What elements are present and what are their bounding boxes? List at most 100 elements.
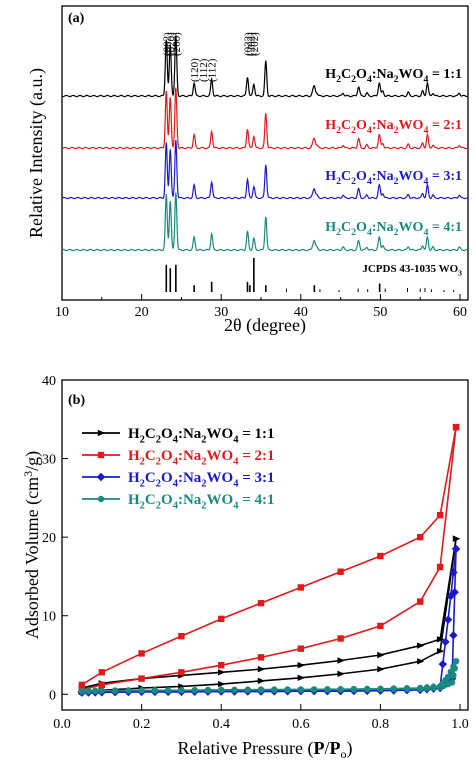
data-marker	[441, 637, 450, 647]
legend-label: H2C2O4:Na2WO4 = 3:1	[128, 470, 275, 490]
data-marker	[417, 642, 425, 649]
data-marker	[337, 670, 345, 678]
peak-label: (112)	[198, 58, 210, 82]
data-marker	[417, 598, 424, 605]
y-tick-label: 30	[42, 453, 56, 468]
data-marker	[436, 636, 445, 643]
panel-a-y-axis-title: Relative Intensity (a.u.)	[26, 68, 47, 238]
data-marker	[452, 423, 460, 431]
x-tick-label: 0.4	[212, 717, 230, 732]
data-marker	[337, 685, 344, 693]
data-marker	[244, 686, 251, 693]
data-marker	[218, 662, 225, 669]
peak-label: (002)	[161, 32, 173, 56]
panel-a-frame	[61, 5, 469, 301]
data-marker	[98, 669, 106, 676]
data-marker	[97, 495, 105, 503]
y-tick-label: 40	[42, 374, 56, 389]
data-marker	[452, 535, 461, 542]
legend-label: H2C2O4:Na2WO4 = 1:1	[128, 426, 275, 446]
isotherm-line	[81, 548, 457, 694]
data-marker	[257, 686, 265, 693]
panel-b-x-axis-title: Relative Pressure (P/Po)	[178, 738, 353, 761]
data-marker	[417, 684, 424, 692]
data-marker	[151, 687, 159, 694]
isotherm-line	[81, 548, 457, 693]
xrd-trace	[61, 87, 469, 150]
data-marker	[297, 645, 305, 652]
panel-a-label: (a)	[68, 11, 85, 26]
panel-b-label: (b)	[68, 393, 85, 408]
peak-label: (202)	[249, 32, 261, 56]
data-marker	[257, 599, 265, 607]
series-label: H2C2O4:Na2WO4 = 1:1	[325, 67, 462, 85]
data-marker	[448, 679, 456, 686]
data-marker	[231, 686, 238, 694]
x-tick-label: 0.6	[292, 717, 310, 732]
data-marker	[403, 685, 411, 692]
data-marker	[271, 686, 278, 693]
isotherm-line	[81, 427, 457, 691]
x-tick-label: 20	[135, 305, 149, 320]
data-marker	[138, 650, 145, 657]
series-label: H2C2O4:Na2WO4 = 2:1	[325, 118, 462, 136]
y-tick-label: 0	[49, 688, 56, 703]
data-marker	[85, 687, 92, 695]
data-marker	[97, 451, 105, 459]
panel-b-axis-ticks: 0.0 0.2 0.4 0.6 0.8 1.0 0 10 20 30 40	[42, 374, 469, 732]
panel-b-series	[77, 423, 461, 697]
peak-label: (2̄02)	[246, 32, 258, 56]
data-marker	[297, 674, 306, 681]
data-marker	[363, 685, 371, 693]
data-marker	[377, 651, 385, 659]
data-marker	[164, 687, 172, 694]
panel-a-series-labels: H2C2O4:Na2WO4 = 1:1 H2C2O4:Na2WO4 = 2:1 H2…	[325, 67, 462, 238]
isotherm-series	[78, 535, 461, 696]
legend-label: H2C2O4:Na2WO4 = 4:1	[128, 492, 275, 512]
data-marker	[178, 687, 185, 694]
data-marker	[417, 658, 425, 665]
data-marker	[449, 568, 458, 577]
data-marker	[377, 665, 385, 673]
data-marker	[218, 669, 226, 676]
data-marker	[257, 654, 265, 661]
xrd-trace	[61, 35, 469, 98]
data-marker	[284, 686, 291, 693]
data-marker	[91, 687, 99, 695]
isotherm-line	[81, 426, 457, 686]
data-marker	[98, 681, 106, 689]
data-marker	[337, 568, 344, 575]
data-marker	[377, 685, 384, 692]
data-marker	[430, 683, 437, 691]
xrd-trace	[61, 192, 469, 252]
data-marker	[257, 677, 266, 685]
data-marker	[297, 584, 305, 591]
x-tick-label: 50	[373, 305, 387, 320]
data-marker	[451, 544, 461, 554]
data-marker	[178, 669, 185, 676]
isotherm-series	[78, 658, 460, 695]
panel-a-x-axis-title: 2θ (degree)	[224, 315, 306, 336]
data-marker	[324, 686, 331, 693]
data-marker	[377, 622, 384, 630]
data-marker	[138, 675, 145, 682]
data-marker	[218, 615, 225, 623]
y-tick-label: 10	[42, 610, 56, 625]
data-marker	[310, 686, 318, 693]
data-marker	[218, 686, 225, 694]
data-marker	[450, 663, 457, 670]
data-marker	[436, 647, 445, 655]
series-label: H2C2O4:Na2WO4 = 3:1	[325, 169, 462, 187]
data-marker	[350, 685, 358, 693]
data-marker	[96, 472, 106, 482]
data-marker	[417, 533, 424, 541]
data-marker	[377, 552, 384, 560]
xrd-trace	[61, 140, 469, 200]
x-tick-label: 30	[214, 305, 228, 320]
data-marker	[438, 659, 447, 669]
data-marker	[125, 687, 132, 694]
panel-b-frame	[61, 379, 469, 711]
data-marker	[446, 591, 455, 601]
data-marker	[390, 685, 397, 692]
peak-label: (022)	[242, 32, 254, 56]
